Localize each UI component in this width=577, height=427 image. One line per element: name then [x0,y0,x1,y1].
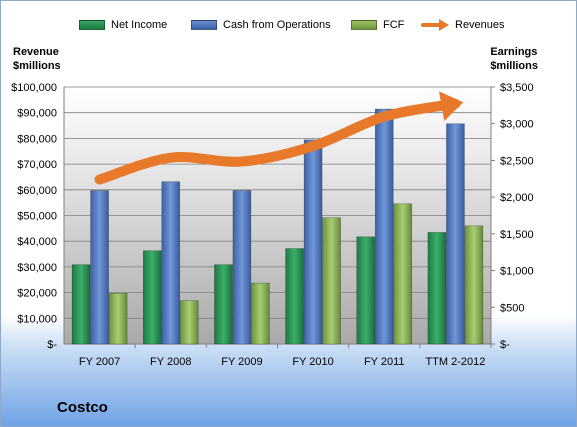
fcf-bar [322,217,341,345]
x-tick-label: FY 2008 [150,356,191,368]
left-tick-label: $100,000 [11,82,57,94]
legend-label-net-income: Net Income [111,19,168,31]
fcf-bar [393,203,413,345]
legend-label-fcf: FCF [383,19,405,31]
fcf-bar [108,293,128,345]
legend-swatch-fcf [351,20,377,30]
left-tick-label: $- [47,339,57,351]
revenues-line [94,98,461,185]
net-income-bar [142,250,162,345]
x-tick-label: FY 2010 [292,356,333,368]
right-tick-label: $- [500,339,510,351]
x-tick-label: FY 2011 [364,356,405,368]
legend-swatch-net-income [79,20,105,30]
right-tick-label: $2,000 [500,192,534,204]
left-tick-label: $70,000 [17,159,57,171]
right-tick-label: $3,500 [500,82,534,94]
legend-swatch-cash-from-operations [191,20,217,30]
chart-title: Costco [57,399,108,416]
fcf-bar [464,225,484,345]
fcf-bar [179,300,199,345]
legend-arrow-icon [421,19,449,31]
legend: Net Income Cash from Operations FCF Reve… [1,17,576,35]
cash-from-operations-bar [446,123,465,345]
cash-from-operations-bar [161,181,181,345]
left-tick-label: $10,000 [17,313,57,325]
left-tick-label: $20,000 [17,288,57,300]
net-income-bar [285,248,304,345]
revenues-arrowhead [438,91,464,121]
x-tick-label: FY 2007 [79,356,120,368]
legend-label-revenues: Revenues [455,19,505,31]
left-tick-label: $80,000 [17,133,57,145]
fcf-bar [251,282,270,345]
net-income-bar [356,236,376,345]
left-tick-label: $90,000 [17,108,57,120]
left-tick-label: $50,000 [17,211,57,223]
x-tick-label: TTM 2-2012 [425,356,485,368]
right-axis-title: Earnings $millions [490,46,538,72]
cash-from-operations-bar [232,190,252,345]
left-tick-label: $40,000 [17,236,57,248]
cash-from-operations-bar [374,108,394,345]
right-tick-label: $3,000 [500,119,534,131]
net-income-bar [71,264,91,345]
left-tick-label: $30,000 [17,262,57,274]
cash-from-operations-bar [90,190,109,345]
left-tick-label: $60,000 [17,185,57,197]
right-tick-label: $1,000 [500,266,534,278]
cash-from-operations-bar [303,139,323,345]
right-tick-label: $1,500 [500,229,534,241]
right-tick-label: $500 [500,302,524,314]
legend-label-cash-from-operations: Cash from Operations [223,19,331,31]
net-income-bar [214,264,233,345]
right-tick-label: $2,500 [500,155,534,167]
x-tick-label: FY 2009 [221,356,262,368]
net-income-bar [427,232,447,345]
left-axis-title: Revenue $millions [13,46,61,72]
